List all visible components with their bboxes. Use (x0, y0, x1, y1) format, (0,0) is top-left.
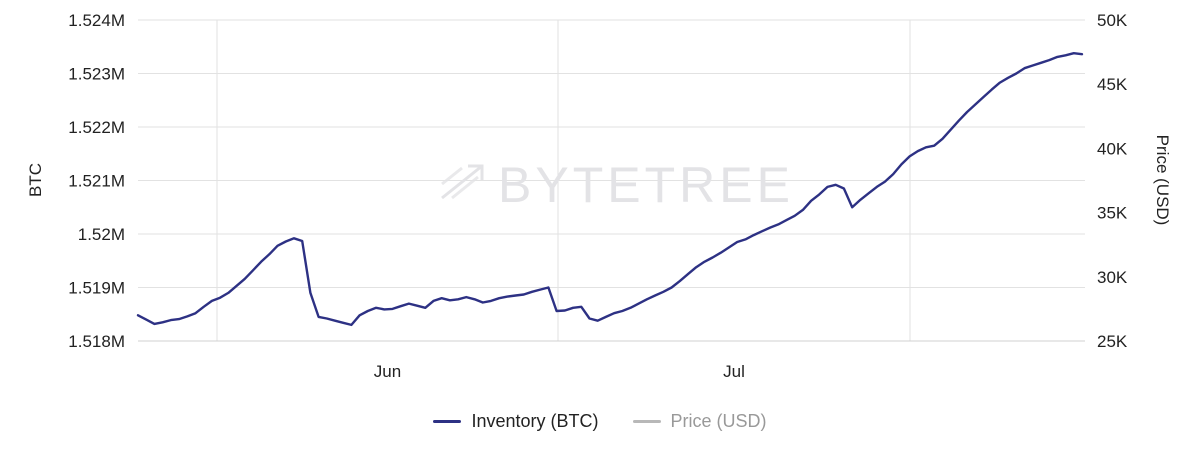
grid (138, 19, 1085, 342)
watermark: BYTETREE (441, 157, 794, 213)
left-tick-label: 1.523M (68, 65, 125, 84)
legend-swatch-inventory (433, 420, 462, 423)
left-axis-title: BTC (26, 163, 45, 197)
x-tick-label: Jul (723, 362, 745, 381)
left-tick-label: 1.518M (68, 332, 125, 351)
watermark-text: BYTETREE (498, 157, 794, 213)
bytetree-logo-icon (441, 164, 484, 200)
x-axis-ticks: Jun Jul (374, 362, 745, 381)
legend: Inventory (BTC) Price (USD) (0, 411, 1200, 432)
right-tick-label: 40K (1097, 139, 1128, 158)
right-tick-label: 25K (1097, 332, 1128, 351)
left-tick-label: 1.52M (78, 225, 125, 244)
series-line-inventory (136, 52, 1084, 327)
legend-item-price[interactable]: Price (USD) (632, 411, 767, 432)
left-tick-label: 1.519M (68, 279, 125, 298)
right-axis-ticks: 25K 30K 35K 40K 45K 50K (1097, 11, 1128, 351)
left-axis-ticks: 1.518M 1.519M 1.52M 1.521M 1.522M 1.523M 1.524… (68, 11, 125, 351)
legend-label-inventory: Inventory (BTC) (471, 411, 599, 431)
legend-item-inventory[interactable]: Inventory (BTC) (433, 411, 599, 432)
left-tick-label: 1.522M (68, 118, 125, 137)
series-layer (136, 52, 1084, 327)
x-tick-label: Jun (374, 362, 401, 381)
left-tick-label: 1.524M (68, 11, 125, 30)
right-tick-label: 35K (1097, 204, 1128, 223)
right-tick-label: 45K (1097, 75, 1128, 94)
right-tick-label: 30K (1097, 268, 1128, 287)
left-tick-label: 1.521M (68, 172, 125, 191)
legend-swatch-price (632, 420, 661, 423)
chart: BYTETREE 1.518M1.519M1.52M1.521M1.522M1.… (26, 11, 1172, 381)
legend-label-price: Price (USD) (670, 411, 767, 431)
right-axis-title: Price (USD) (1153, 135, 1172, 226)
right-tick-label: 50K (1097, 11, 1128, 30)
